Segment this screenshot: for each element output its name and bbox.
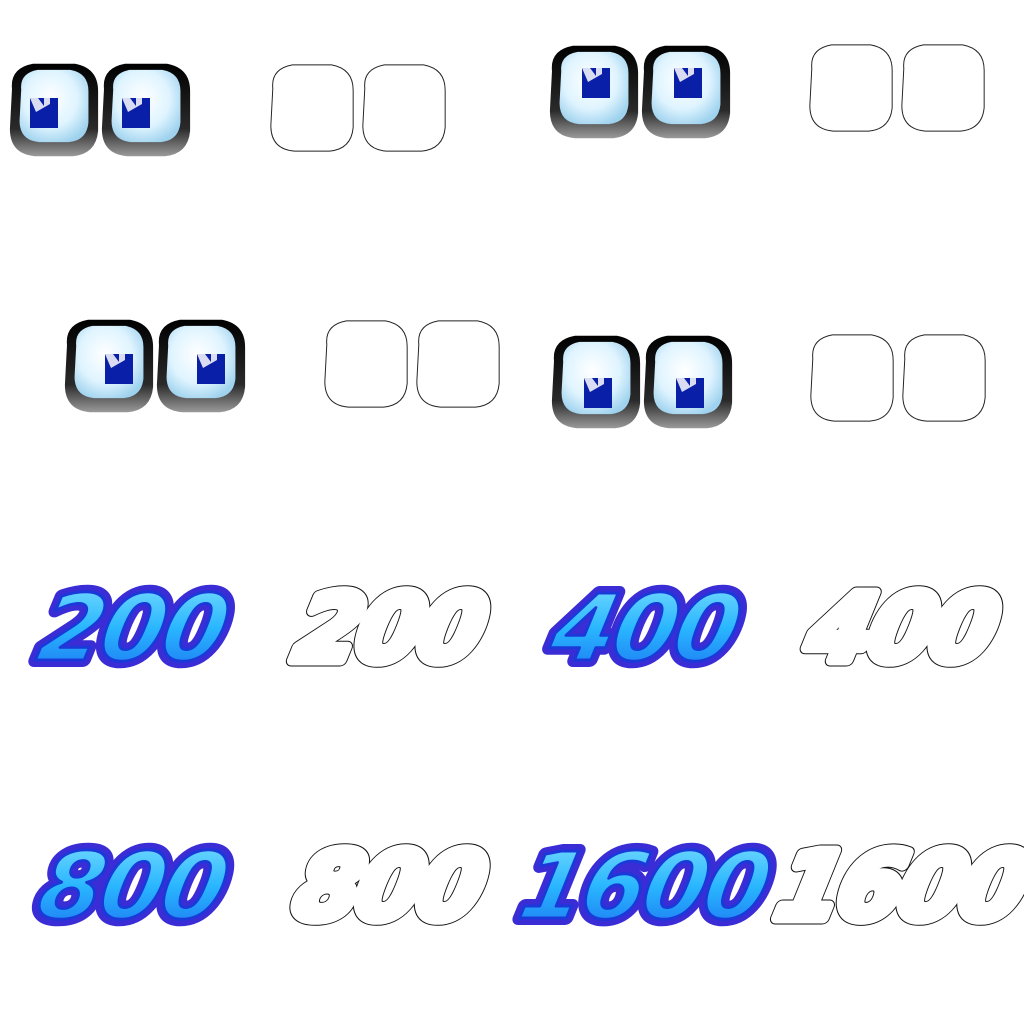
score-label: 1600 [511,833,778,940]
svg-text:400: 400 [798,575,1005,682]
left-eye-icon [549,45,639,139]
svg-text:1600: 1600 [511,833,778,940]
score-label: 400 [541,575,748,682]
right-eye-icon [156,319,246,413]
svg-text:1600: 1600 [768,833,1024,940]
score-mask-label: 1600 [768,833,1024,940]
eyes-look-right-mask [324,320,500,408]
eyes-look-right-sprite [64,319,246,413]
svg-text:400: 400 [541,575,748,682]
eyes-look-up-sprite [549,45,731,139]
svg-text:200: 200 [287,575,493,682]
eyes-look-up-mask [809,44,985,132]
right-eye-icon [641,45,731,139]
score-mask-label: 200 [287,575,493,682]
left-eye-icon [64,319,154,413]
eyes-look-left-mask [270,64,446,152]
eyes-look-down-mask [810,334,986,422]
eyes-look-down-sprite [551,335,733,429]
score-label: 200 [30,575,236,682]
score-label: 800 [30,833,236,940]
right-eye-icon [101,63,191,157]
score-mask-label: 800 [287,833,493,940]
svg-text:800: 800 [287,833,493,940]
eyes-look-left-sprite [9,63,191,157]
right-eye-icon [643,335,733,429]
svg-text:800: 800 [30,833,236,940]
svg-text:200: 200 [30,575,236,682]
left-eye-icon [551,335,641,429]
score-mask-label: 400 [798,575,1005,682]
left-eye-icon [9,63,99,157]
